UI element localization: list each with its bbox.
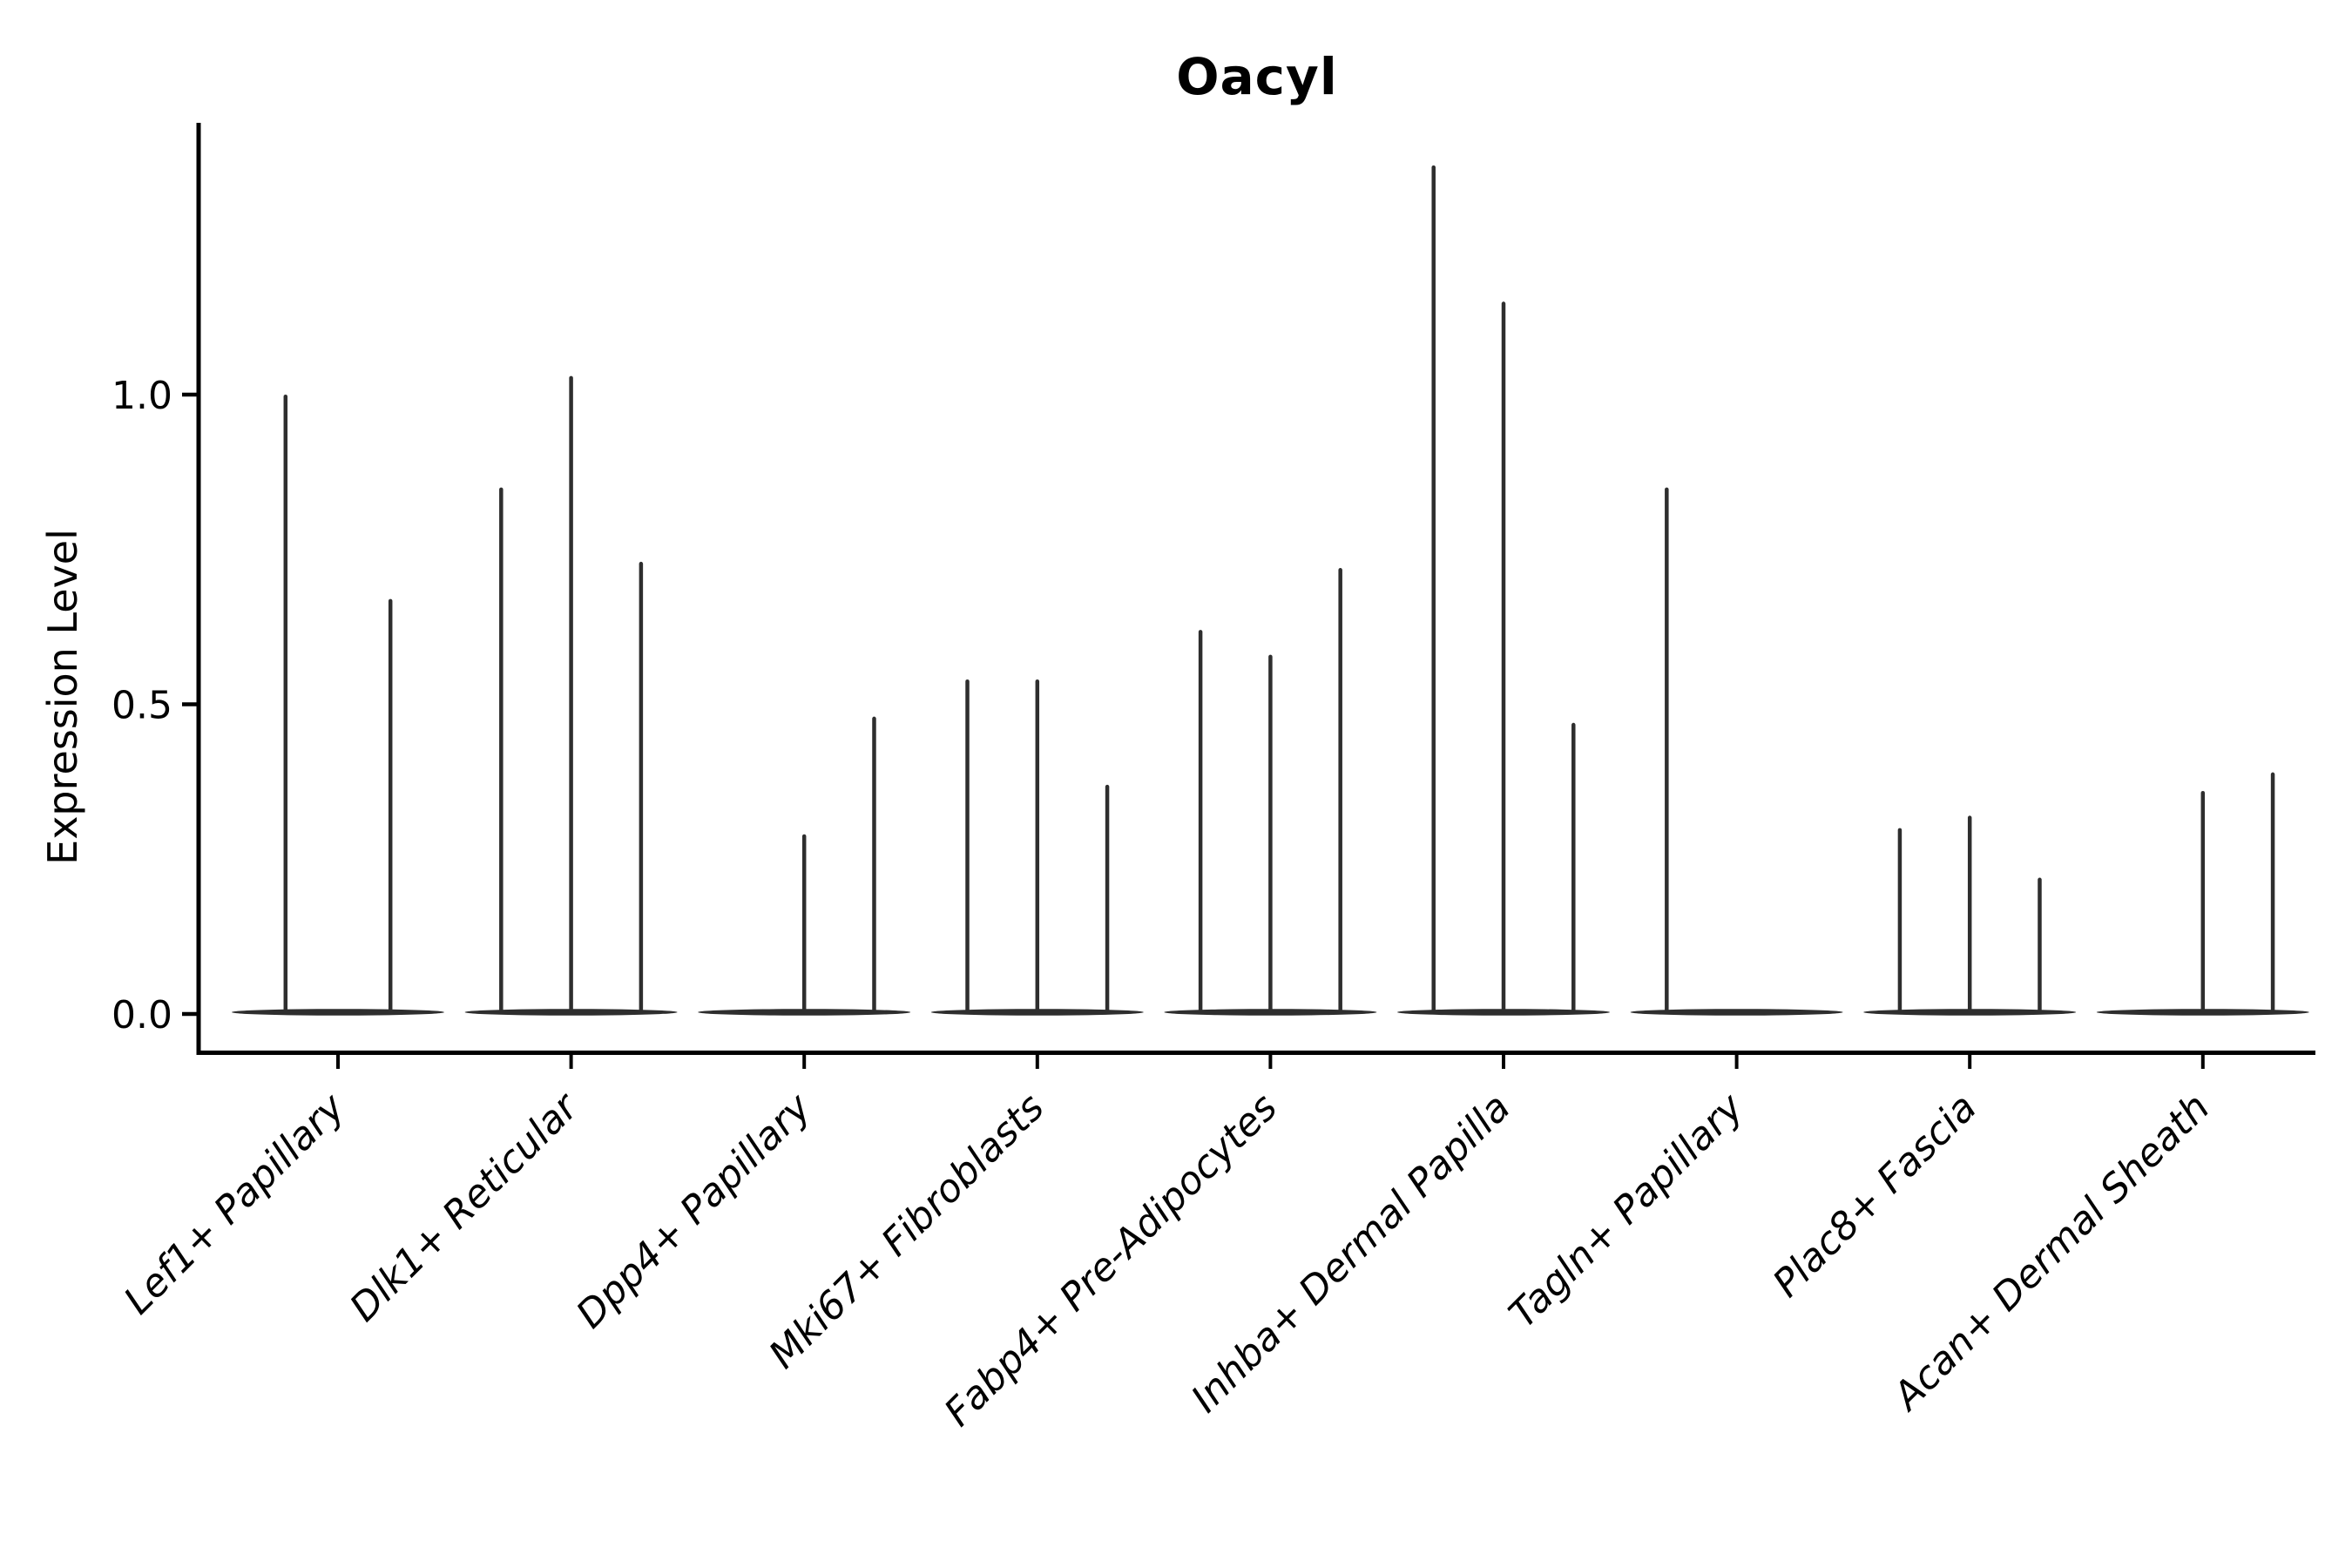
x-tick-label: Lef1+ Papillary [116,1085,355,1323]
violin-body [2096,1009,2309,1016]
y-tick-label: 1.0 [112,374,172,418]
violin-body [1630,1009,1843,1016]
y-tick-label: 0.0 [112,993,172,1037]
violin-body [464,1009,678,1016]
violin-body [930,1009,1144,1016]
x-tick-label: Plac8+ Fascia [1765,1085,1985,1306]
x-tick-label: Tagln+ Papillary [1501,1085,1753,1336]
y-tick-label: 0.5 [112,684,172,728]
violin-body [1397,1009,1610,1016]
violin-body [232,1009,444,1016]
x-tick-label: Dpp4+ Papillary [568,1085,821,1337]
violin-body [1164,1009,1377,1016]
violin-body [698,1009,911,1016]
chart-title: Oacyl [1176,47,1338,106]
x-tick-label: Dlk1+ Reticular [341,1084,588,1330]
violin-body [1863,1009,2077,1016]
